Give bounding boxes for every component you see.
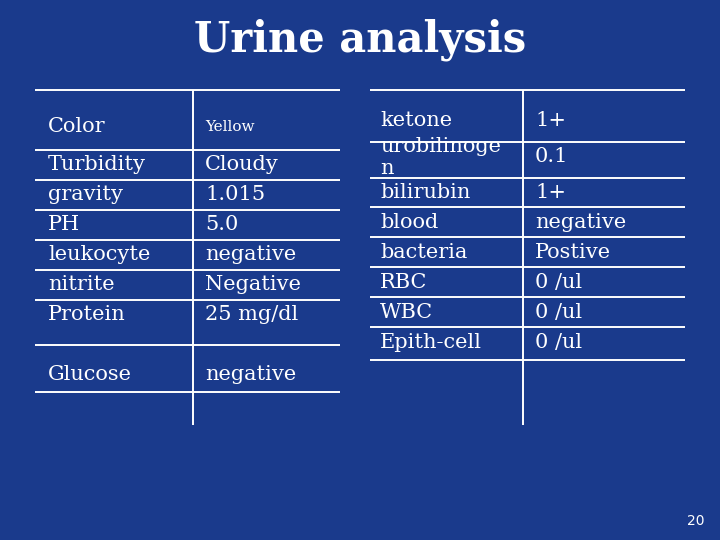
Text: 0 /ul: 0 /ul <box>535 302 582 321</box>
Text: 25 mg/dl: 25 mg/dl <box>205 306 298 325</box>
Text: 0.1: 0.1 <box>535 147 569 166</box>
Text: nitrite: nitrite <box>48 275 114 294</box>
Text: negative: negative <box>205 246 296 265</box>
Text: WBC: WBC <box>380 302 433 321</box>
Text: negative: negative <box>205 366 296 384</box>
Text: negative: negative <box>535 213 626 232</box>
Text: Negative: Negative <box>205 275 301 294</box>
Text: Color: Color <box>48 118 106 137</box>
Text: blood: blood <box>380 213 438 232</box>
Text: Postive: Postive <box>535 242 611 261</box>
Text: Urine analysis: Urine analysis <box>194 19 526 61</box>
Text: Protein: Protein <box>48 306 126 325</box>
Text: Epith-cell: Epith-cell <box>380 334 482 353</box>
Text: bilirubin: bilirubin <box>380 183 470 201</box>
Text: gravity: gravity <box>48 186 123 205</box>
Text: 1.015: 1.015 <box>205 186 265 205</box>
Text: 1+: 1+ <box>535 111 566 130</box>
Text: 0 /ul: 0 /ul <box>535 273 582 292</box>
Text: 0 /ul: 0 /ul <box>535 334 582 353</box>
Text: 1+: 1+ <box>535 183 566 201</box>
Text: RBC: RBC <box>380 273 428 292</box>
Text: PH: PH <box>48 215 80 234</box>
Text: 20: 20 <box>688 514 705 528</box>
Text: Glucose: Glucose <box>48 366 132 384</box>
Text: Cloudy: Cloudy <box>205 156 279 174</box>
Text: 5.0: 5.0 <box>205 215 238 234</box>
Text: urobilinoge
n: urobilinoge n <box>380 137 501 178</box>
Text: leukocyte: leukocyte <box>48 246 150 265</box>
Text: bacteria: bacteria <box>380 242 467 261</box>
Text: Turbidity: Turbidity <box>48 156 146 174</box>
Text: Yellow: Yellow <box>205 120 254 134</box>
Text: ketone: ketone <box>380 111 452 130</box>
